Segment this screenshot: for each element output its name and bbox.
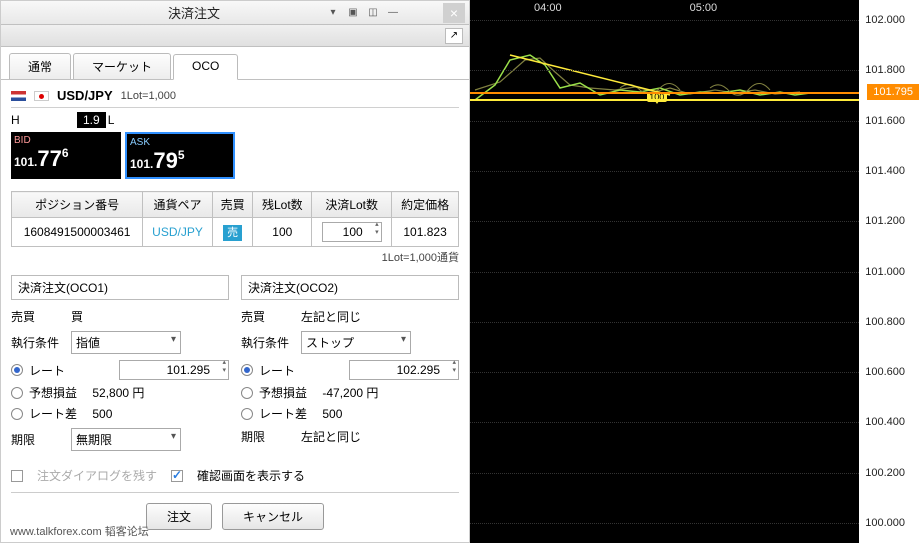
ask-box[interactable]: ASK 101.795	[125, 132, 235, 179]
order-panel: 決済注文 ▾ ▣ ◫ — × ↗ 通常 マーケット OCO USD/JPY 1L…	[0, 0, 470, 543]
dropdown-icon[interactable]: ▾	[325, 5, 341, 21]
y-axis: 102.000 101.800 101.600 101.400 101.200 101.0…	[859, 0, 919, 543]
col-remain: 残Lot数	[253, 192, 312, 218]
window-icon-2[interactable]: ◫	[365, 5, 381, 21]
oco2-diff-radio[interactable]	[241, 408, 253, 420]
x-tick: 05:00	[690, 2, 718, 14]
window-icon-1[interactable]: ▣	[345, 5, 361, 21]
oco1-expiry-select[interactable]: 無期限	[71, 428, 181, 451]
chart-panel: 04:0005:00100 102.000101.800101.600101.4…	[470, 0, 919, 543]
tab-market[interactable]: マーケット	[73, 53, 171, 79]
tab-bar: 通常 マーケット OCO	[1, 47, 469, 80]
y-tick: 101.600	[865, 115, 905, 127]
bid-box[interactable]: BID 101.776	[11, 132, 121, 179]
y-tick: 101.400	[865, 165, 905, 177]
pair-symbol: USD/JPY	[57, 88, 113, 103]
keep-dialog-checkbox[interactable]	[11, 470, 23, 482]
window-title: 決済注文	[65, 3, 323, 22]
sub-toolbar: ↗	[1, 25, 469, 47]
cell-pair[interactable]: USD/JPY	[143, 218, 213, 247]
show-confirm-label: 確認画面を表示する	[197, 467, 305, 484]
cell-position-no: 1608491500003461	[12, 218, 143, 247]
bid-label: BID	[14, 135, 118, 146]
tab-oco[interactable]: OCO	[173, 54, 238, 80]
oco1-diff-radio[interactable]	[11, 408, 23, 420]
oco2-rate-input[interactable]: 102.295	[349, 360, 459, 380]
keep-dialog-label: 注文ダイアログを残す	[37, 467, 157, 484]
y-tick: 101.200	[865, 215, 905, 227]
y-tick: 100.000	[865, 517, 905, 529]
high-label: H	[11, 113, 33, 127]
oco1-pl-radio[interactable]	[11, 387, 23, 399]
cell-remain: 100	[253, 218, 312, 247]
oco2-pl-radio[interactable]	[241, 387, 253, 399]
y-tick: 100.400	[865, 416, 905, 428]
minimize-icon[interactable]: —	[385, 5, 401, 21]
oco1-rate-input[interactable]: 101.295	[119, 360, 229, 380]
col-side: 売買	[212, 192, 253, 218]
cell-side: 売	[223, 225, 242, 241]
flag-jp-icon	[34, 91, 49, 101]
col-price: 約定価格	[392, 192, 459, 218]
col-pair: 通貨ペア	[143, 192, 213, 218]
position-table: ポジション番号 通貨ペア 売買 残Lot数 決済Lot数 約定価格 160849…	[11, 191, 459, 247]
order-button[interactable]: 注文	[146, 503, 212, 530]
y-tick: 101.800	[865, 64, 905, 76]
oco1-panel: 決済注文(OCO1) 売買買 執行条件指値 レート101.295 予想損益 52…	[11, 275, 229, 457]
lot-note: 1Lot=1,000通貨	[11, 249, 459, 265]
show-confirm-checkbox[interactable]	[171, 470, 183, 482]
y-tick: 100.200	[865, 467, 905, 479]
table-row[interactable]: 1608491500003461 USD/JPY 売 100 100 101.8…	[12, 218, 459, 247]
y-tick: 100.600	[865, 366, 905, 378]
y-tick: 100.800	[865, 316, 905, 328]
col-settle: 決済Lot数	[312, 192, 392, 218]
y-tick: 102.000	[865, 14, 905, 26]
oco1-condition-select[interactable]: 指値	[71, 331, 181, 354]
oco2-rate-radio[interactable]	[241, 364, 253, 376]
ask-label: ASK	[130, 137, 230, 148]
cancel-button[interactable]: キャンセル	[222, 503, 324, 530]
low-label: L	[108, 113, 130, 127]
pin-icon[interactable]: ↗	[445, 28, 463, 44]
hl-row: H 1.9 L	[11, 112, 459, 128]
close-button[interactable]: ×	[443, 3, 465, 23]
settle-lot-input[interactable]: 100	[322, 222, 382, 242]
current-price-marker: 101.795	[867, 84, 919, 100]
tab-normal[interactable]: 通常	[9, 53, 71, 79]
spread-value: 1.9	[77, 112, 106, 128]
cell-price: 101.823	[392, 218, 459, 247]
lot-info: 1Lot=1,000	[121, 90, 176, 102]
oco2-header: 決済注文(OCO2)	[241, 275, 459, 300]
titlebar: 決済注文 ▾ ▣ ◫ — ×	[1, 1, 469, 25]
footer-watermark: www.talkforex.com 韬客论坛	[10, 523, 149, 539]
y-tick: 101.000	[865, 266, 905, 278]
oco1-rate-radio[interactable]	[11, 364, 23, 376]
oco2-condition-select[interactable]: ストップ	[301, 331, 411, 354]
oco2-panel: 決済注文(OCO2) 売買左記と同じ 執行条件ストップ レート102.295 予…	[241, 275, 459, 457]
x-tick: 04:00	[534, 2, 562, 14]
oco1-header: 決済注文(OCO1)	[11, 275, 229, 300]
pair-row: USD/JPY 1Lot=1,000	[11, 88, 459, 108]
col-position-no: ポジション番号	[12, 192, 143, 218]
flag-us-icon	[11, 91, 26, 101]
